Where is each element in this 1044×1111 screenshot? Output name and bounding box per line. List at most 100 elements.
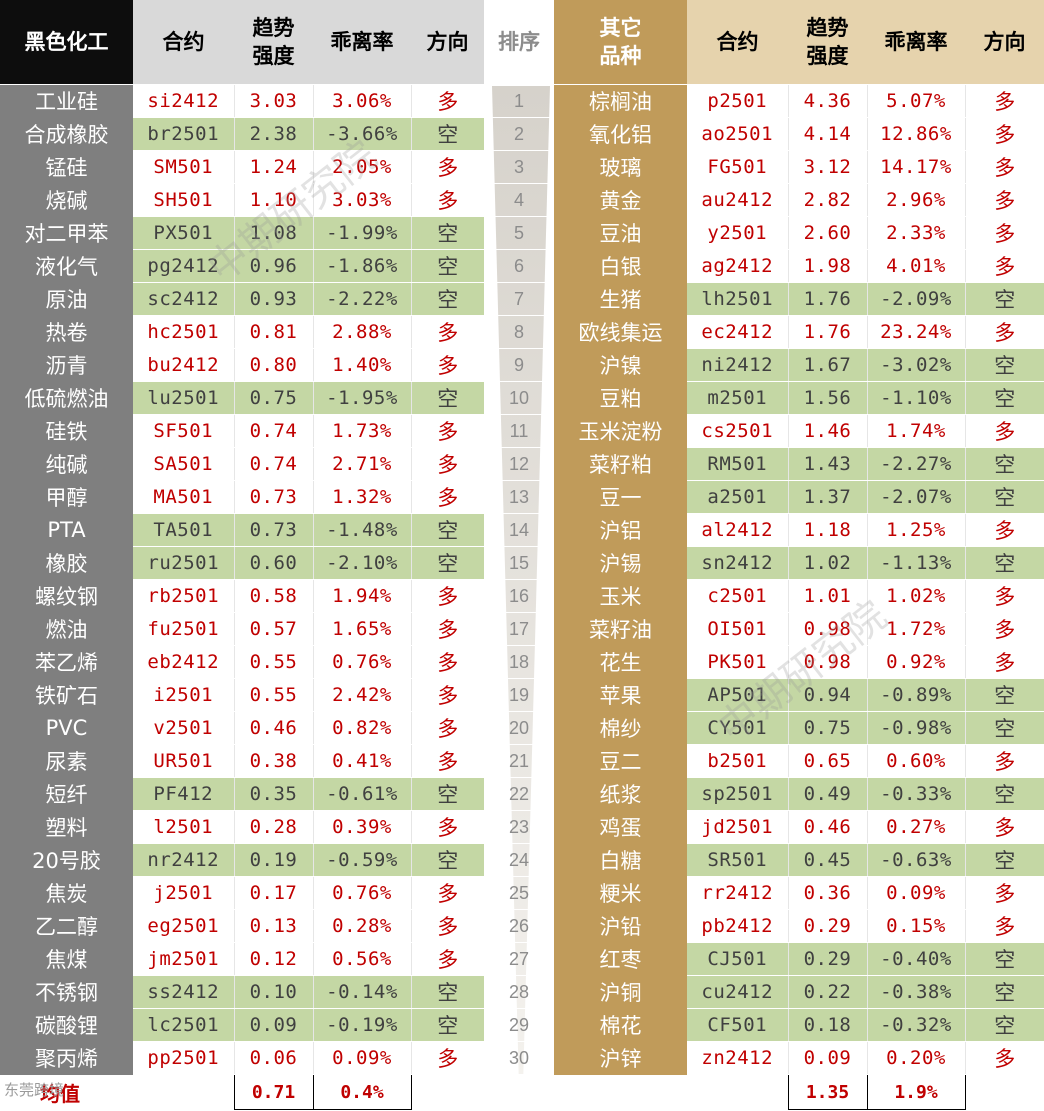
right-direction: 多 (965, 612, 1044, 646)
left-contract: PF412 (133, 777, 235, 811)
deviation-header-right: 乖离率 (867, 0, 965, 85)
right-strength: 1.43 (788, 447, 868, 481)
left-direction: 空 (411, 381, 484, 415)
left-direction: 空 (411, 117, 484, 151)
left-contract: bu2412 (133, 348, 235, 382)
left-strength: 0.13 (234, 909, 314, 943)
right-deviation: 23.24% (867, 315, 966, 349)
right-direction: 多 (965, 579, 1044, 613)
left-commodity-name: 沥青 (0, 348, 133, 382)
table-row: 硅铁 SF501 0.74 1.73% 多 11 玉米淀粉 cs2501 1.46 1.74% 多 (0, 414, 1044, 448)
table-row: 热卷 hc2501 0.81 2.88% 多 8 欧线集运 ec2412 1.76 23.24% 多 (0, 315, 1044, 349)
right-contract: AP501 (687, 678, 789, 712)
right-contract: CF501 (687, 1008, 789, 1042)
right-strength: 4.14 (788, 117, 868, 151)
left-contract: UR501 (133, 744, 235, 778)
left-deviation: 0.82% (313, 711, 412, 745)
right-direction: 空 (965, 282, 1044, 316)
left-direction: 空 (411, 513, 484, 547)
left-direction: 空 (411, 843, 484, 877)
right-deviation: -0.38% (867, 975, 966, 1009)
right-strength: 0.49 (788, 777, 868, 811)
rank-header: 排序 (484, 0, 554, 85)
left-contract: PX501 (133, 216, 235, 250)
left-deviation: 0.28% (313, 909, 412, 943)
left-direction: 多 (411, 1041, 484, 1075)
left-deviation: -1.99% (313, 216, 412, 250)
average-empty (965, 1074, 1044, 1110)
right-strength: 1.76 (788, 282, 868, 316)
left-direction: 多 (411, 447, 484, 481)
left-contract: SM501 (133, 150, 235, 184)
left-commodity-name: 橡胶 (0, 546, 133, 580)
left-strength: 0.38 (234, 744, 314, 778)
right-direction: 空 (965, 447, 1044, 481)
left-commodity-name: 20号胶 (0, 843, 133, 877)
left-contract: eg2501 (133, 909, 235, 943)
table-row: 聚丙烯 pp2501 0.06 0.09% 多 30 沪锌 zn2412 0.09 0.20% 多 (0, 1041, 1044, 1075)
left-contract: j2501 (133, 876, 235, 910)
left-commodity-name: 碳酸锂 (0, 1008, 133, 1042)
left-deviation: -2.22% (313, 282, 412, 316)
left-commodity-name: 纯碱 (0, 447, 133, 481)
right-commodity-name: 欧线集运 (554, 315, 687, 349)
left-direction: 空 (411, 249, 484, 283)
left-deviation: 0.76% (313, 876, 412, 910)
right-deviation: 0.60% (867, 744, 966, 778)
rank-number: 5 (484, 216, 554, 250)
left-deviation: 1.73% (313, 414, 412, 448)
right-direction: 空 (965, 546, 1044, 580)
right-contract: ag2412 (687, 249, 789, 283)
right-commodity-name: 沪镍 (554, 348, 687, 382)
left-strength: 0.55 (234, 678, 314, 712)
right-commodity-name: 花生 (554, 645, 687, 679)
right-contract: ni2412 (687, 348, 789, 382)
right-strength: 1.18 (788, 513, 868, 547)
rank-number: 18 (484, 645, 554, 679)
right-strength: 1.02 (788, 546, 868, 580)
table-row: 短纤 PF412 0.35 -0.61% 空 22 纸浆 sp2501 0.49 -0.33% 空 (0, 777, 1044, 811)
left-contract: l2501 (133, 810, 235, 844)
left-deviation: 1.65% (313, 612, 412, 646)
left-contract: jm2501 (133, 942, 235, 976)
table-row: 燃油 fu2501 0.57 1.65% 多 17 菜籽油 OI501 0.98 1.72% 多 (0, 612, 1044, 646)
right-direction: 多 (965, 84, 1044, 118)
left-contract: ru2501 (133, 546, 235, 580)
left-strength: 0.06 (234, 1041, 314, 1075)
table-row: 苯乙烯 eb2412 0.55 0.76% 多 18 花生 PK501 0.98 0.92% 多 (0, 645, 1044, 679)
left-direction: 多 (411, 579, 484, 613)
left-strength: 0.74 (234, 447, 314, 481)
left-commodity-name: 合成橡胶 (0, 117, 133, 151)
right-direction: 多 (965, 216, 1044, 250)
deviation-header: 乖离率 (313, 0, 411, 85)
right-direction: 空 (965, 777, 1044, 811)
right-average-strength: 1.35 (787, 1074, 868, 1110)
right-strength: 0.09 (788, 1041, 868, 1075)
right-deviation: -1.13% (867, 546, 966, 580)
right-commodity-name: 豆一 (554, 480, 687, 514)
left-strength: 0.57 (234, 612, 314, 646)
right-direction: 空 (965, 942, 1044, 976)
rank-number: 17 (484, 612, 554, 646)
right-strength: 1.56 (788, 381, 868, 415)
left-contract: i2501 (133, 678, 235, 712)
source-logo: 东莞跨境 (4, 1082, 65, 1099)
table-row: 碳酸锂 lc2501 0.09 -0.19% 空 29 棉花 CF501 0.18 -0.32% 空 (0, 1008, 1044, 1042)
left-direction: 多 (411, 942, 484, 976)
left-contract: pg2412 (133, 249, 235, 283)
left-direction: 多 (411, 315, 484, 349)
rank-number: 21 (484, 744, 554, 778)
average-empty (484, 1074, 554, 1110)
average-label: 均值 (0, 1074, 133, 1110)
left-deviation: -0.14% (313, 975, 412, 1009)
contract-header: 合约 (133, 0, 234, 85)
table-row: 原油 sc2412 0.93 -2.22% 空 7 生猪 lh2501 1.76 -2.09% 空 (0, 282, 1044, 316)
left-deviation: 0.56% (313, 942, 412, 976)
rank-number: 8 (484, 315, 554, 349)
right-direction: 多 (965, 645, 1044, 679)
right-strength: 1.76 (788, 315, 868, 349)
right-strength: 0.45 (788, 843, 868, 877)
left-strength: 0.74 (234, 414, 314, 448)
right-contract: m2501 (687, 381, 789, 415)
